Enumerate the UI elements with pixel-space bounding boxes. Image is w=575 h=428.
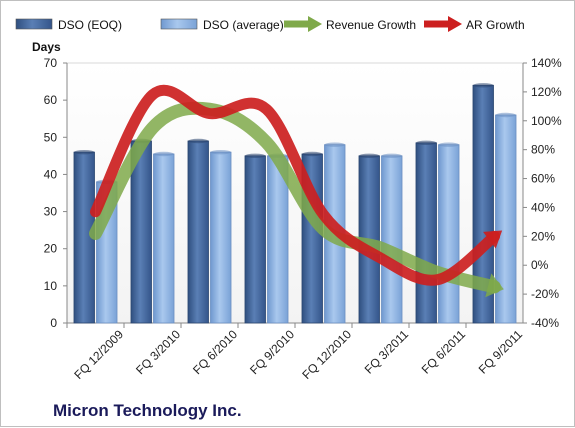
legend-label: Revenue Growth — [326, 18, 416, 32]
legend-label: DSO (EOQ) — [58, 18, 122, 32]
x-tick-label: FQ 6/2010 — [190, 327, 240, 377]
ar-growth-line — [90, 84, 500, 286]
legend-swatch-bar — [15, 18, 53, 30]
plot-layer: 0 10 20 30 40 50 60 70 -40% -20% 0% 20% 40% 60% 80% 100… — [32, 40, 562, 382]
bar-dso-eoq — [415, 142, 437, 324]
y-right-tick-label: 120% — [531, 85, 562, 99]
y-right-tick-label: -20% — [531, 287, 559, 301]
y-right-tick-label: 40% — [531, 200, 555, 214]
bar-dso-average-cap — [438, 142, 460, 147]
bar-dso-eoq-cap — [73, 149, 95, 155]
y-right-tick-label: 60% — [531, 172, 555, 186]
bar-dso-eoq-cap — [244, 153, 266, 159]
bar-dso-eoq-cap — [187, 138, 209, 144]
revenue-growth-line — [89, 101, 501, 294]
legend-swatch-arrow-head — [448, 16, 462, 32]
bar-dso-average — [210, 151, 232, 324]
legend: DSO (EOQ) DSO (average) Revenue Growth AR G… — [15, 16, 525, 32]
y-right-tick-label: 20% — [531, 229, 555, 243]
x-tick-label: FQ 3/2011 — [362, 327, 412, 377]
bar-dso-average — [381, 155, 403, 324]
bar-dso-average-cap — [210, 149, 232, 155]
ar-growth-arrowhead — [483, 230, 503, 249]
bar-dso-eoq — [244, 155, 266, 324]
bar-dso-average — [438, 144, 460, 324]
y-left-tick-label: 70 — [44, 56, 58, 70]
bar-dso-average-cap — [153, 151, 175, 157]
company-title: Micron Technology Inc. — [53, 401, 242, 420]
y-right-tick-label: 80% — [531, 143, 555, 157]
revenue-growth-arrowhead — [485, 273, 504, 298]
y-right-tick-label: 140% — [531, 56, 562, 70]
y-left-tick-label: 20 — [44, 242, 58, 256]
bar-dso-eoq — [187, 140, 209, 324]
bar-dso-average — [153, 153, 175, 324]
x-tick-label: FQ 12/2010 — [299, 327, 354, 382]
bar-dso-average-cap — [381, 153, 403, 159]
y-left-tick-label: 60 — [44, 93, 58, 107]
y-right-tick-label: -40% — [531, 316, 559, 330]
y-axis-title: Days — [32, 40, 61, 54]
y-left-tick-label: 0 — [50, 316, 57, 330]
y-right-tick-label: 0% — [531, 258, 549, 272]
y-left-tick-label: 10 — [44, 279, 58, 293]
x-tick-label: FQ 3/2010 — [133, 327, 183, 377]
y-left-tick-label: 30 — [44, 205, 58, 219]
bar-dso-eoq-cap — [301, 151, 323, 157]
bar-dso-eoq-cap — [472, 83, 494, 88]
x-tick-label: FQ 6/2011 — [419, 327, 469, 377]
legend-swatch-bar — [160, 18, 198, 30]
legend-swatch-arrow-head — [308, 16, 322, 32]
x-tick-label: FQ 9/2010 — [247, 327, 297, 377]
bar-dso-average-cap — [495, 112, 517, 118]
x-tick-label: FQ 9/2011 — [476, 327, 526, 377]
legend-label: DSO (average) — [203, 18, 284, 32]
bar-dso-eoq-cap — [415, 140, 437, 146]
y-left-tick-label: 40 — [44, 167, 58, 181]
legend-label: AR Growth — [466, 18, 525, 32]
x-tick-label: FQ 12/2009 — [71, 327, 126, 382]
y-left-tick-label: 50 — [44, 130, 58, 144]
bar-dso-average-cap — [324, 142, 346, 147]
bar-dso-eoq-cap — [358, 153, 380, 159]
y-right-tick-label: 100% — [531, 114, 562, 128]
